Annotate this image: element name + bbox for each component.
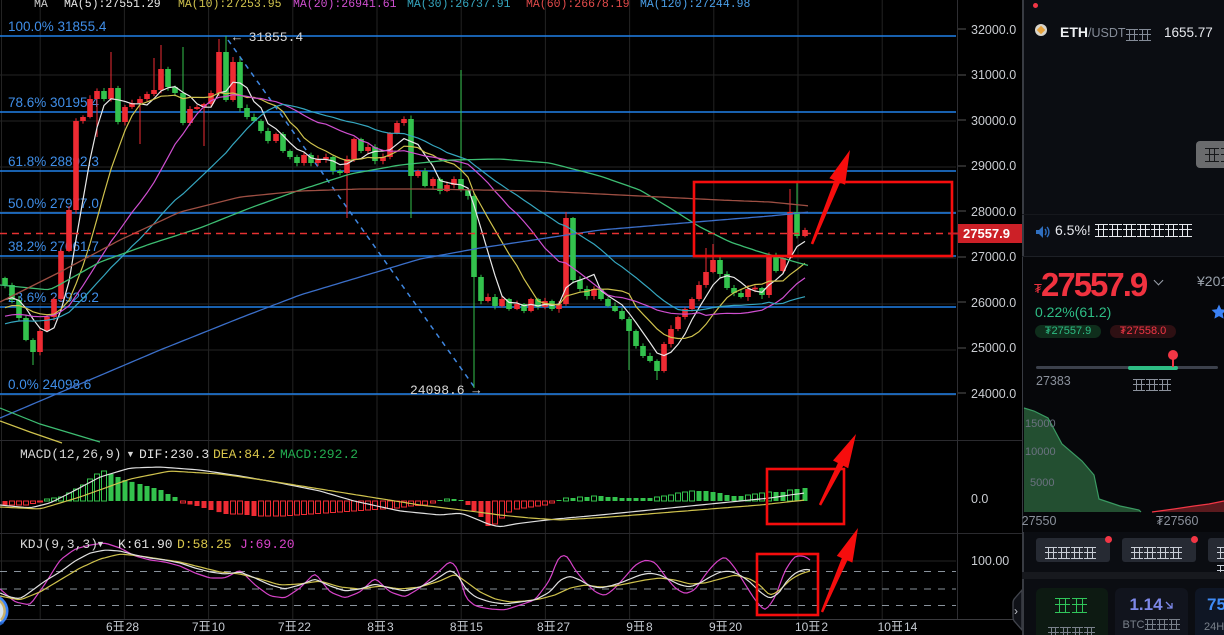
svg-text:MA(20):26941.61: MA(20):26941.61 [293, 0, 397, 11]
svg-text:50.0% 27977.0: 50.0% 27977.0 [8, 196, 99, 211]
svg-text:10000: 10000 [1025, 446, 1056, 458]
svg-text:15000: 15000 [1025, 418, 1056, 430]
svg-text:30000.0: 30000.0 [971, 114, 1016, 128]
svg-text:78.6% 30195.4: 78.6% 30195.4 [8, 95, 99, 110]
svg-text:9: 9 [709, 620, 716, 634]
svg-text:26000.0: 26000.0 [971, 296, 1016, 310]
svg-text:MA(60):26678.19: MA(60):26678.19 [526, 0, 630, 11]
svg-text:61.8% 28892.3: 61.8% 28892.3 [8, 154, 99, 169]
svg-text:5000: 5000 [1030, 477, 1054, 489]
svg-text:24098.6 →: 24098.6 → [410, 383, 480, 398]
svg-text:38.2% 27061.7: 38.2% 27061.7 [8, 239, 99, 254]
svg-text:3: 3 [387, 620, 394, 634]
svg-text:7: 7 [192, 620, 199, 634]
svg-text:KDJ(9,3,3): KDJ(9,3,3) [20, 537, 98, 552]
svg-text:32000.0: 32000.0 [971, 23, 1016, 37]
svg-text:14: 14 [904, 620, 918, 634]
svg-text:2: 2 [821, 620, 828, 634]
svg-text:27557.9: 27557.9 [963, 226, 1010, 241]
svg-text:9: 9 [626, 620, 633, 634]
svg-text:MA(120):27244.98: MA(120):27244.98 [640, 0, 751, 11]
svg-text:27000.0: 27000.0 [971, 250, 1016, 264]
svg-text:DEA:84.2: DEA:84.2 [213, 447, 275, 462]
svg-text:31000.0: 31000.0 [971, 68, 1016, 82]
svg-text:MACD(12,26,9): MACD(12,26,9) [20, 447, 121, 462]
svg-text:20: 20 [729, 620, 743, 634]
svg-text:10: 10 [878, 620, 892, 634]
svg-text:22: 22 [298, 620, 312, 634]
svg-text:7: 7 [278, 620, 285, 634]
svg-text:28000.0: 28000.0 [971, 205, 1016, 219]
svg-text:D:58.25: D:58.25 [177, 537, 232, 552]
svg-text:DIF:230.3: DIF:230.3 [139, 447, 209, 462]
svg-text:6: 6 [106, 620, 113, 634]
svg-text:27: 27 [557, 620, 571, 634]
svg-text:8: 8 [646, 620, 653, 634]
svg-text:29000.0: 29000.0 [971, 159, 1016, 173]
svg-text:MA: MA [34, 0, 48, 11]
svg-text:MACD:292.2: MACD:292.2 [280, 447, 358, 462]
svg-text:15: 15 [470, 620, 484, 634]
svg-text:8: 8 [367, 620, 374, 634]
svg-text:23.6% 25929.2: 23.6% 25929.2 [8, 290, 99, 305]
svg-text:MA(10):27253.95: MA(10):27253.95 [178, 0, 282, 11]
svg-text:100.00: 100.00 [971, 554, 1009, 568]
svg-text:▼: ▼ [96, 539, 105, 549]
svg-text:10: 10 [795, 620, 809, 634]
svg-text:28: 28 [126, 620, 140, 634]
svg-text:100.0% 31855.4: 100.0% 31855.4 [8, 19, 107, 34]
svg-text:›: › [1014, 604, 1018, 618]
svg-text:25000.0: 25000.0 [971, 341, 1016, 355]
svg-text:8: 8 [450, 620, 457, 634]
svg-text:24000.0: 24000.0 [971, 387, 1016, 401]
svg-text:← 31855.4: ← 31855.4 [233, 30, 303, 45]
svg-text:MA(5):27551.29: MA(5):27551.29 [64, 0, 161, 11]
svg-text:MA(30):26737.91: MA(30):26737.91 [407, 0, 511, 11]
svg-text:K:61.90: K:61.90 [118, 537, 173, 552]
svg-text:▼: ▼ [126, 449, 135, 459]
svg-text:J:69.20: J:69.20 [240, 537, 295, 552]
svg-text:0.0: 0.0 [971, 492, 988, 506]
svg-text:8: 8 [537, 620, 544, 634]
svg-text:10: 10 [212, 620, 226, 634]
